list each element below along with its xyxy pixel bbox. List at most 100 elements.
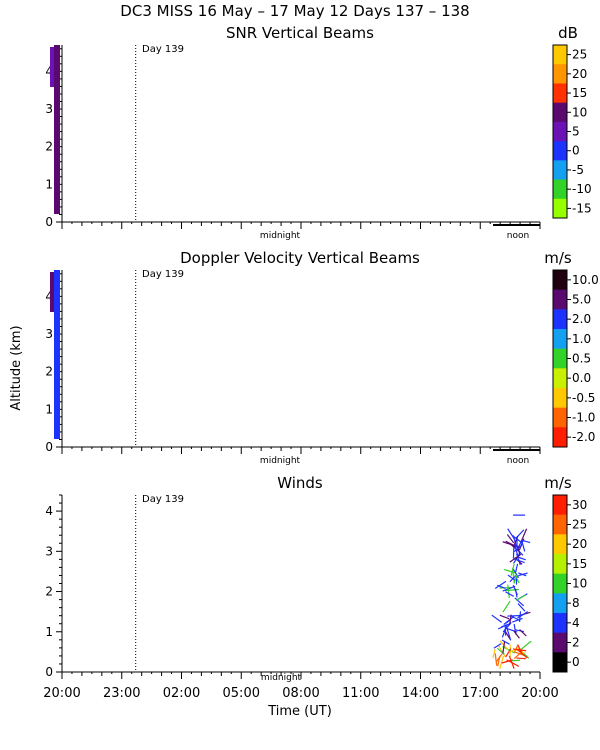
colorbar-segment bbox=[553, 554, 567, 575]
colorbar-segment bbox=[553, 534, 567, 555]
midnight-label: midnight bbox=[260, 456, 301, 466]
colorbar-unit: m/s bbox=[544, 249, 572, 267]
x-tick-labels: 20:00 23:00 02:00 05:00 08:00 11:00 14:00 17:00… bbox=[43, 686, 558, 701]
wind-barb bbox=[497, 584, 506, 590]
colorbar-tick-label: 5 bbox=[572, 125, 580, 139]
wind-barb bbox=[518, 572, 528, 577]
colorbar-tick-label: 20 bbox=[572, 67, 587, 81]
wind-barb bbox=[518, 611, 522, 623]
colorbar-tick-label: 20 bbox=[572, 537, 587, 551]
y-tick-label: 0 bbox=[45, 665, 53, 679]
colorbar-tick-label: 10 bbox=[572, 105, 587, 119]
colorbar-segment bbox=[553, 309, 567, 330]
wind-barb bbox=[519, 629, 527, 637]
wind-barb bbox=[516, 594, 527, 601]
snr-panel: SNR Vertical Beams dB 0 1 2 3 4 25 20 15 10 5 0 -5 -… bbox=[45, 24, 592, 229]
y-tick-label: 1 bbox=[45, 177, 53, 191]
wind-barb bbox=[520, 640, 532, 650]
x-tick-label: 08:00 bbox=[282, 686, 319, 701]
colorbar-tick-label: 10.0 bbox=[572, 273, 599, 287]
wind-barb bbox=[507, 584, 510, 599]
colorbar-segment bbox=[553, 179, 567, 200]
wind-barb bbox=[502, 600, 511, 613]
colorbar-segment bbox=[553, 329, 567, 350]
colorbar-tick-label: -2.0 bbox=[572, 430, 595, 444]
y-tick-label: 3 bbox=[45, 102, 53, 116]
colorbar-segment bbox=[553, 64, 567, 84]
wind-barb bbox=[521, 528, 528, 541]
y-axis-label: Altitude (km) bbox=[9, 325, 24, 410]
colorbar-tick-label: 0.0 bbox=[572, 371, 591, 385]
colorbar-tick-label: 1.0 bbox=[572, 332, 591, 346]
y-tick-label: 1 bbox=[45, 402, 53, 416]
wind-barb bbox=[514, 558, 525, 564]
x-tick-label: 20:00 bbox=[521, 686, 558, 701]
wind-barb bbox=[513, 544, 523, 553]
x-axis-label: Time (UT) bbox=[267, 704, 332, 719]
x-tick-label: 20:00 bbox=[43, 686, 80, 701]
wind-barb bbox=[505, 588, 519, 592]
wind-barb bbox=[515, 629, 524, 633]
colorbar-segment bbox=[553, 593, 567, 614]
wind-barb bbox=[501, 639, 510, 645]
colorbar-segment bbox=[553, 348, 567, 369]
wind-barb bbox=[513, 644, 519, 654]
heatmap-cell bbox=[54, 270, 60, 439]
y-tick-label: 4 bbox=[45, 504, 53, 518]
colorbar-tick-label: 5.0 bbox=[572, 293, 591, 307]
colorbar-segment bbox=[553, 83, 567, 104]
wind-barb bbox=[512, 617, 523, 623]
wind-barb bbox=[497, 645, 506, 658]
y-tick-label: 2 bbox=[45, 365, 53, 379]
wind-barb bbox=[499, 614, 510, 620]
colorbar-segment bbox=[553, 652, 567, 673]
panel-title: Doppler Velocity Vertical Beams bbox=[180, 249, 420, 267]
wind-barb bbox=[502, 585, 516, 592]
day-marker-label: Day 139 bbox=[142, 269, 184, 280]
panel-title: Winds bbox=[277, 474, 323, 492]
wind-barb bbox=[517, 603, 526, 612]
wind-barb bbox=[517, 545, 521, 556]
colorbar-segment bbox=[553, 388, 567, 409]
wind-barb bbox=[512, 659, 521, 662]
x-tick-label: 02:00 bbox=[163, 686, 200, 701]
colorbar-tick-label: -15 bbox=[572, 201, 592, 215]
y-tick-label: 3 bbox=[45, 327, 53, 341]
wind-barb bbox=[507, 528, 516, 540]
heatmap-cell bbox=[54, 45, 60, 214]
wind-barb bbox=[505, 540, 517, 548]
wind-barb bbox=[503, 568, 516, 574]
y-tick-label: 2 bbox=[45, 140, 53, 154]
wind-barb bbox=[506, 628, 512, 641]
colorbar-segment bbox=[553, 121, 567, 142]
x-tick-label: 17:00 bbox=[462, 686, 499, 701]
wind-barb bbox=[501, 624, 508, 638]
colorbar-segment bbox=[553, 270, 567, 291]
colorbar-tick-label: -1.0 bbox=[572, 411, 595, 425]
colorbar-segment bbox=[553, 45, 567, 65]
heatmap-cell bbox=[50, 272, 54, 312]
colorbar-tick-label: 4 bbox=[572, 616, 580, 630]
midnight-label: midnight bbox=[260, 231, 301, 241]
x-tick-label: 11:00 bbox=[342, 686, 379, 701]
colorbar-segment bbox=[553, 289, 567, 310]
colorbar-segment bbox=[553, 573, 567, 594]
colorbar-tick-label: -0.5 bbox=[572, 391, 595, 405]
wind-barb bbox=[505, 591, 514, 597]
colorbar-tick-label: 25 bbox=[572, 48, 587, 62]
wind-barb bbox=[506, 534, 515, 544]
colorbar-segment bbox=[553, 407, 567, 428]
colorbar-segment bbox=[553, 632, 567, 653]
wind-barb bbox=[494, 653, 498, 666]
colorbar-tick-label: 2.0 bbox=[572, 312, 591, 326]
y-tick-label: 0 bbox=[45, 440, 53, 454]
noon-label: noon bbox=[507, 231, 529, 241]
colorbar-tick-label: 30 bbox=[572, 498, 587, 512]
wind-barb bbox=[514, 597, 525, 607]
day-marker-label: Day 139 bbox=[142, 44, 184, 55]
wind-barb bbox=[517, 611, 529, 619]
wind-barb bbox=[507, 574, 516, 581]
colorbar-tick-label: 15 bbox=[572, 86, 587, 100]
colorbar-tick-label: 0 bbox=[572, 655, 580, 669]
colorbar-segment bbox=[553, 368, 567, 389]
